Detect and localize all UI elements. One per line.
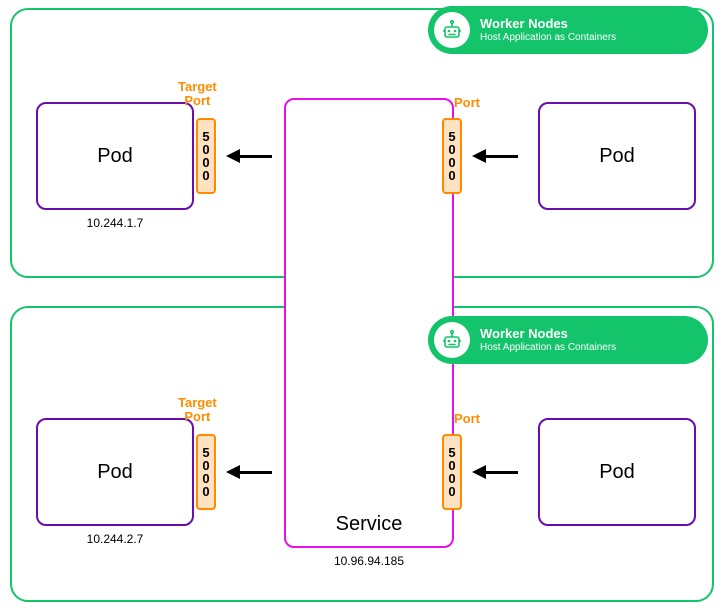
service-port-box: 5000: [442, 118, 462, 194]
target-port-box: 5000: [196, 118, 216, 194]
pod-box: Pod: [538, 102, 696, 210]
header-title: Worker Nodes: [480, 327, 616, 342]
arrow-line: [484, 471, 518, 474]
arrow-line: [238, 155, 272, 158]
header-title: Worker Nodes: [480, 17, 616, 32]
service-box: Service: [284, 98, 454, 548]
target-port-label: Target Port: [178, 396, 217, 425]
worker-nodes-header: Worker NodesHost Application as Containe…: [428, 6, 708, 54]
pod-ip-label: 10.244.2.7: [36, 532, 194, 546]
worker-nodes-header: Worker NodesHost Application as Containe…: [428, 316, 708, 364]
target-port-box: 5000: [196, 434, 216, 510]
robot-icon: [434, 12, 470, 48]
arrow-line: [484, 155, 518, 158]
pod-ip-label: 10.244.1.7: [36, 216, 194, 230]
pod-box: Pod: [36, 418, 194, 526]
robot-icon: [434, 322, 470, 358]
service-ip-label: 10.96.94.185: [284, 554, 454, 568]
arrow-line: [238, 471, 272, 474]
pod-box: Pod: [538, 418, 696, 526]
service-port-label: Port: [454, 96, 480, 110]
header-subtitle: Host Application as Containers: [480, 32, 616, 44]
header-text: Worker NodesHost Application as Containe…: [480, 17, 616, 43]
pod-box: Pod: [36, 102, 194, 210]
service-port-label: Port: [454, 412, 480, 426]
diagram-canvas: Worker NodesHost Application as Containe…: [0, 0, 724, 615]
header-text: Worker NodesHost Application as Containe…: [480, 327, 616, 353]
service-port-box: 5000: [442, 434, 462, 510]
target-port-label: Target Port: [178, 80, 217, 109]
header-subtitle: Host Application as Containers: [480, 342, 616, 354]
